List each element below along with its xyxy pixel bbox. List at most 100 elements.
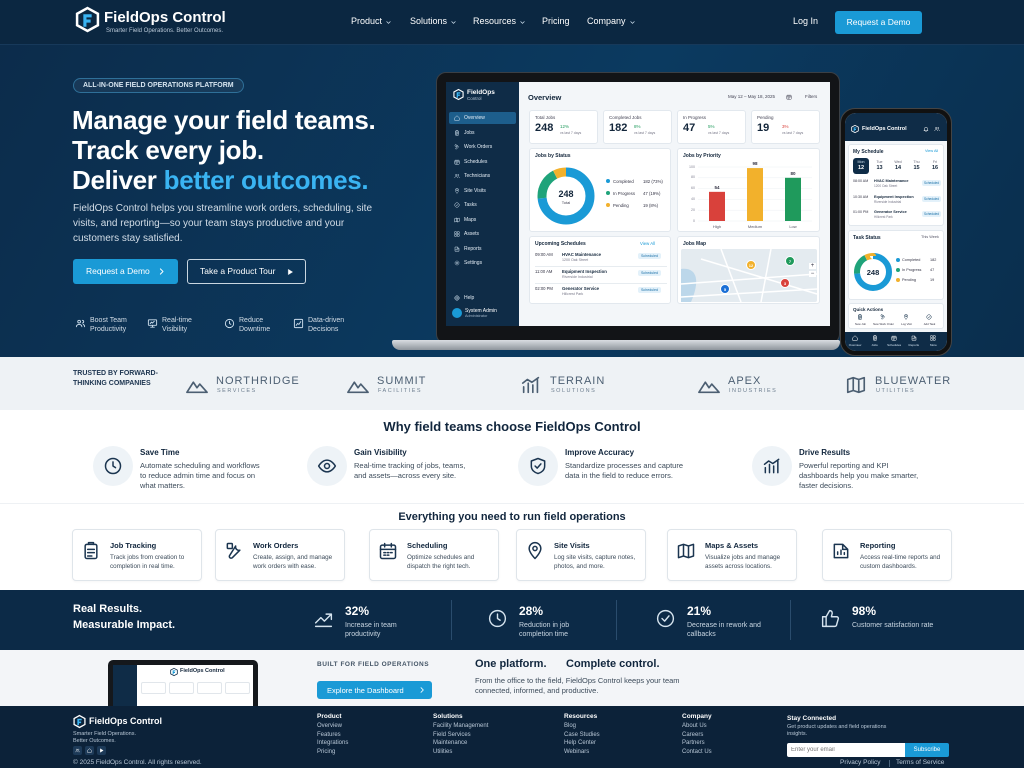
- icon-shape: [454, 159, 460, 163]
- icon-shape: [453, 88, 464, 101]
- icon-pin: [455, 187, 459, 193]
- icon-shape: [83, 14, 92, 27]
- sidebar-item-label: Tasks: [464, 202, 477, 208]
- filters[interactable]: Filters: [805, 94, 818, 99]
- social-icon[interactable]: [73, 746, 82, 755]
- legal-link[interactable]: Privacy Policy: [840, 759, 881, 766]
- header-cta[interactable]: Request a Demo: [835, 11, 922, 34]
- icon-shape: [186, 381, 208, 394]
- icon-people: [75, 319, 86, 328]
- icon-shape: [872, 335, 877, 341]
- schedule-title: Generator Service: [562, 286, 600, 291]
- icon-shape: [86, 541, 96, 557]
- sidebar-item[interactable]: Overview: [449, 112, 516, 124]
- stat-label: Completed Jobs: [609, 115, 642, 120]
- phone-day[interactable]: Thu 15: [909, 158, 925, 174]
- map-marker-label: 3: [783, 280, 787, 286]
- sidebar-item[interactable]: Reports: [449, 243, 516, 255]
- sidebar-item[interactable]: Maps: [449, 214, 516, 226]
- primary-button[interactable]: Request a Demo: [73, 259, 178, 284]
- phone-day[interactable]: Tue 13: [872, 158, 888, 174]
- login-link[interactable]: Log In: [793, 16, 819, 26]
- sidebar-item[interactable]: Site Visits: [449, 185, 516, 197]
- phone-day[interactable]: Fri 16: [927, 158, 943, 174]
- footer-link[interactable]: About Us: [682, 723, 707, 729]
- map-zoom[interactable]: +: [809, 263, 816, 269]
- phone-tab[interactable]: More: [929, 343, 937, 347]
- phone-item-title: Equipment Inspection: [874, 194, 914, 199]
- sidebar-help[interactable]: Help: [464, 295, 475, 301]
- phone-day[interactable]: Mon 12: [853, 158, 869, 174]
- phone-day[interactable]: Wed 14: [890, 158, 906, 174]
- icon-shape: [455, 296, 459, 300]
- icon-shape: [935, 127, 938, 129]
- footer-link[interactable]: Features: [317, 731, 341, 738]
- icon-shape: [379, 544, 397, 560]
- nav-link[interactable]: Product: [351, 16, 383, 26]
- secondary-button[interactable]: Take a Product Tour: [187, 259, 306, 284]
- donut-segment: [537, 167, 595, 225]
- phone-view-all[interactable]: View All: [925, 149, 939, 153]
- footer-link[interactable]: Pricing: [317, 749, 336, 756]
- icon-chart: [293, 318, 304, 329]
- nav-link[interactable]: Pricing: [542, 16, 570, 26]
- footer-col-title: Resources: [564, 713, 598, 720]
- footer-link[interactable]: Maintenance: [433, 740, 468, 747]
- footer-link[interactable]: Field Services: [433, 731, 471, 738]
- phone-tab[interactable]: Reports: [908, 343, 920, 347]
- footer-link[interactable]: Case Studies: [564, 731, 600, 738]
- phone-day-date: 16: [931, 165, 939, 171]
- user-avatar: [452, 308, 462, 318]
- legal-link[interactable]: Terms of Service: [896, 759, 945, 766]
- footer-link[interactable]: Contact Us: [682, 749, 712, 756]
- footer-link[interactable]: Blog: [564, 723, 577, 729]
- partner-name: NORTHRIDGE: [216, 375, 300, 387]
- footer-link[interactable]: Integrations: [317, 740, 349, 747]
- email-input[interactable]: [787, 743, 905, 757]
- newsletter-body: Get product updates and field operations…: [787, 724, 887, 737]
- nav-link[interactable]: Resources: [473, 16, 517, 26]
- upcoming-link[interactable]: View All: [640, 241, 655, 246]
- sidebar-item[interactable]: Work Orders: [449, 141, 516, 153]
- footer-link[interactable]: Webinars: [564, 749, 590, 756]
- footer-link[interactable]: Utilities: [433, 749, 453, 756]
- result-value: 21%: [687, 604, 712, 618]
- platform-cta[interactable]: Explore the Dashboard: [317, 681, 432, 699]
- icon-shape: [454, 260, 460, 266]
- phone-action[interactable]: Add Task: [923, 322, 936, 326]
- footer-link[interactable]: Careers: [682, 731, 704, 738]
- icon-shape: [87, 748, 92, 753]
- phone-tab[interactable]: Schedules: [887, 343, 902, 347]
- phone-action[interactable]: Log Visit: [901, 322, 912, 326]
- footer-link[interactable]: Help Center: [564, 740, 597, 747]
- sidebar-item[interactable]: Settings: [449, 257, 516, 269]
- footer-link[interactable]: Overview: [317, 723, 343, 729]
- row-divider: [535, 283, 667, 284]
- sidebar-item[interactable]: Schedules: [449, 156, 516, 168]
- icon-play: [288, 269, 293, 275]
- icon-check: [656, 609, 675, 628]
- social-icon[interactable]: [85, 746, 94, 755]
- results-heading: Measurable Impact.: [73, 619, 176, 631]
- footer-link[interactable]: Partners: [682, 740, 705, 747]
- nav-link[interactable]: Solutions: [410, 16, 448, 26]
- footer-link[interactable]: Facility Management: [433, 723, 489, 729]
- phone-schedule-title: My Schedule: [853, 149, 884, 155]
- phone-tab[interactable]: Jobs: [871, 343, 878, 347]
- sidebar-item[interactable]: Tasks: [449, 199, 516, 211]
- sidebar-item[interactable]: Jobs: [449, 127, 516, 139]
- result-label: Customer satisfaction rate: [852, 622, 934, 629]
- sidebar-item[interactable]: Technicians: [449, 170, 516, 182]
- phone-action[interactable]: New Job: [855, 322, 866, 326]
- nav-link[interactable]: Company: [587, 16, 626, 26]
- phone-tab[interactable]: Overview: [848, 343, 862, 347]
- phone-action[interactable]: New Work Order: [873, 322, 894, 326]
- newsletter-title: Stay Connected: [787, 715, 837, 722]
- why-item-title: Improve Accuracy: [565, 448, 635, 457]
- sidebar-item[interactable]: Assets: [449, 228, 516, 240]
- subscribe-button[interactable]: Subscribe: [905, 743, 949, 757]
- legend-label: Pending: [613, 202, 629, 208]
- map-zoom[interactable]: −: [809, 271, 816, 277]
- icon-shape: [75, 319, 86, 328]
- map-title: Jobs Map: [683, 241, 707, 247]
